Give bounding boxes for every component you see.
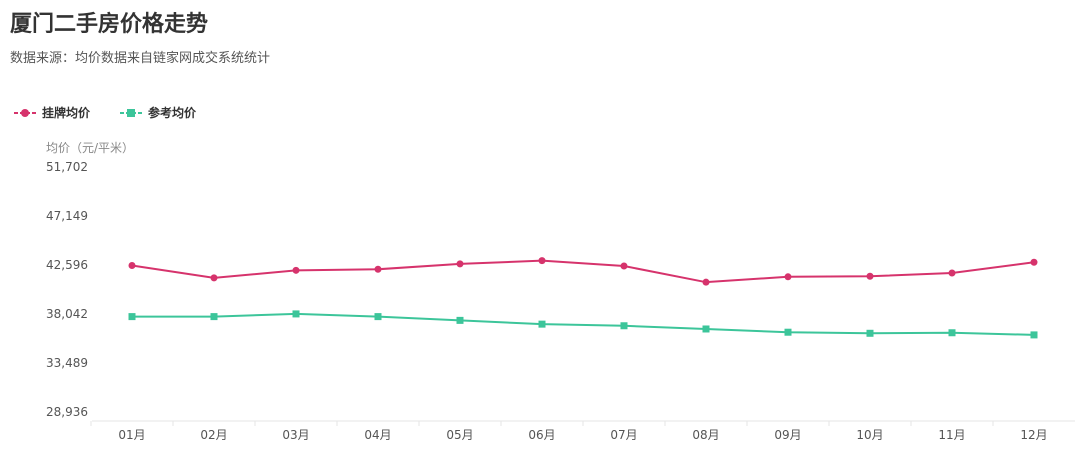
data-point[interactable]	[948, 269, 956, 277]
y-axis-ticks: 51,702 47,149 42,596 38,042 33,489 28,936	[46, 160, 88, 419]
data-point[interactable]	[292, 310, 300, 318]
data-point[interactable]	[374, 313, 382, 321]
x-tick-label: 11月	[938, 428, 965, 442]
data-point[interactable]	[374, 265, 382, 273]
y-tick-label: 42,596	[46, 258, 88, 272]
data-point[interactable]	[620, 322, 628, 330]
y-tick-label: 28,936	[46, 405, 88, 419]
y-tick-label: 38,042	[46, 307, 88, 321]
x-tick-label: 01月	[118, 428, 145, 442]
data-point[interactable]	[620, 262, 628, 270]
data-point[interactable]	[702, 278, 710, 286]
data-point[interactable]	[210, 313, 218, 321]
data-point[interactable]	[1030, 258, 1038, 266]
x-tick-label: 12月	[1020, 428, 1047, 442]
legend-label-listing: 挂牌均价	[42, 106, 91, 120]
y-axis-label: 均价（元/平米）	[46, 141, 134, 155]
legend-item-reference[interactable]: 参考均价	[120, 104, 196, 121]
data-point[interactable]	[784, 328, 792, 336]
series-line-1	[132, 312, 1035, 336]
legend-marker-square-icon	[120, 108, 143, 117]
data-point[interactable]	[456, 316, 464, 324]
chart-subtitle: 数据来源：均价数据来自链家网成交系统统计	[10, 51, 271, 66]
x-tick-label: 04月	[364, 428, 391, 442]
legend-item-listing[interactable]: 挂牌均价	[14, 104, 90, 121]
data-point[interactable]	[538, 320, 546, 328]
legend-marker-circle-icon	[14, 108, 36, 117]
data-point[interactable]	[210, 274, 218, 282]
x-tick-label: 05月	[446, 428, 473, 442]
series-group	[128, 257, 1038, 339]
data-point[interactable]	[292, 266, 300, 274]
data-point[interactable]	[456, 260, 464, 268]
x-tick-label: 02月	[200, 428, 227, 442]
legend: 挂牌均价 参考均价	[14, 104, 196, 121]
legend-label-reference: 参考均价	[148, 106, 197, 120]
x-tick-label: 10月	[856, 428, 883, 442]
x-tick-label: 07月	[610, 428, 637, 442]
x-tick-label: 08月	[692, 428, 719, 442]
x-tick-label: 06月	[528, 428, 555, 442]
series-line-0	[131, 259, 1035, 284]
x-tick-label: 09月	[774, 428, 801, 442]
data-point[interactable]	[128, 313, 136, 321]
data-point[interactable]	[538, 257, 546, 265]
y-tick-label: 33,489	[46, 356, 88, 370]
y-tick-label: 51,702	[46, 160, 88, 174]
data-point[interactable]	[128, 261, 136, 269]
data-point[interactable]	[866, 329, 874, 337]
chart-title: 厦门二手房价格走势	[10, 12, 209, 37]
data-point[interactable]	[784, 273, 792, 281]
x-tick-label: 03月	[282, 428, 309, 442]
data-point[interactable]	[1030, 331, 1038, 339]
y-tick-label: 47,149	[46, 209, 88, 223]
x-axis-ticks: 01月 02月 03月 04月 05月 06月 07月 08月 09月 10月 11月 12月	[90, 421, 1048, 442]
data-point[interactable]	[948, 329, 956, 337]
data-point[interactable]	[702, 325, 710, 333]
data-point[interactable]	[866, 272, 874, 280]
